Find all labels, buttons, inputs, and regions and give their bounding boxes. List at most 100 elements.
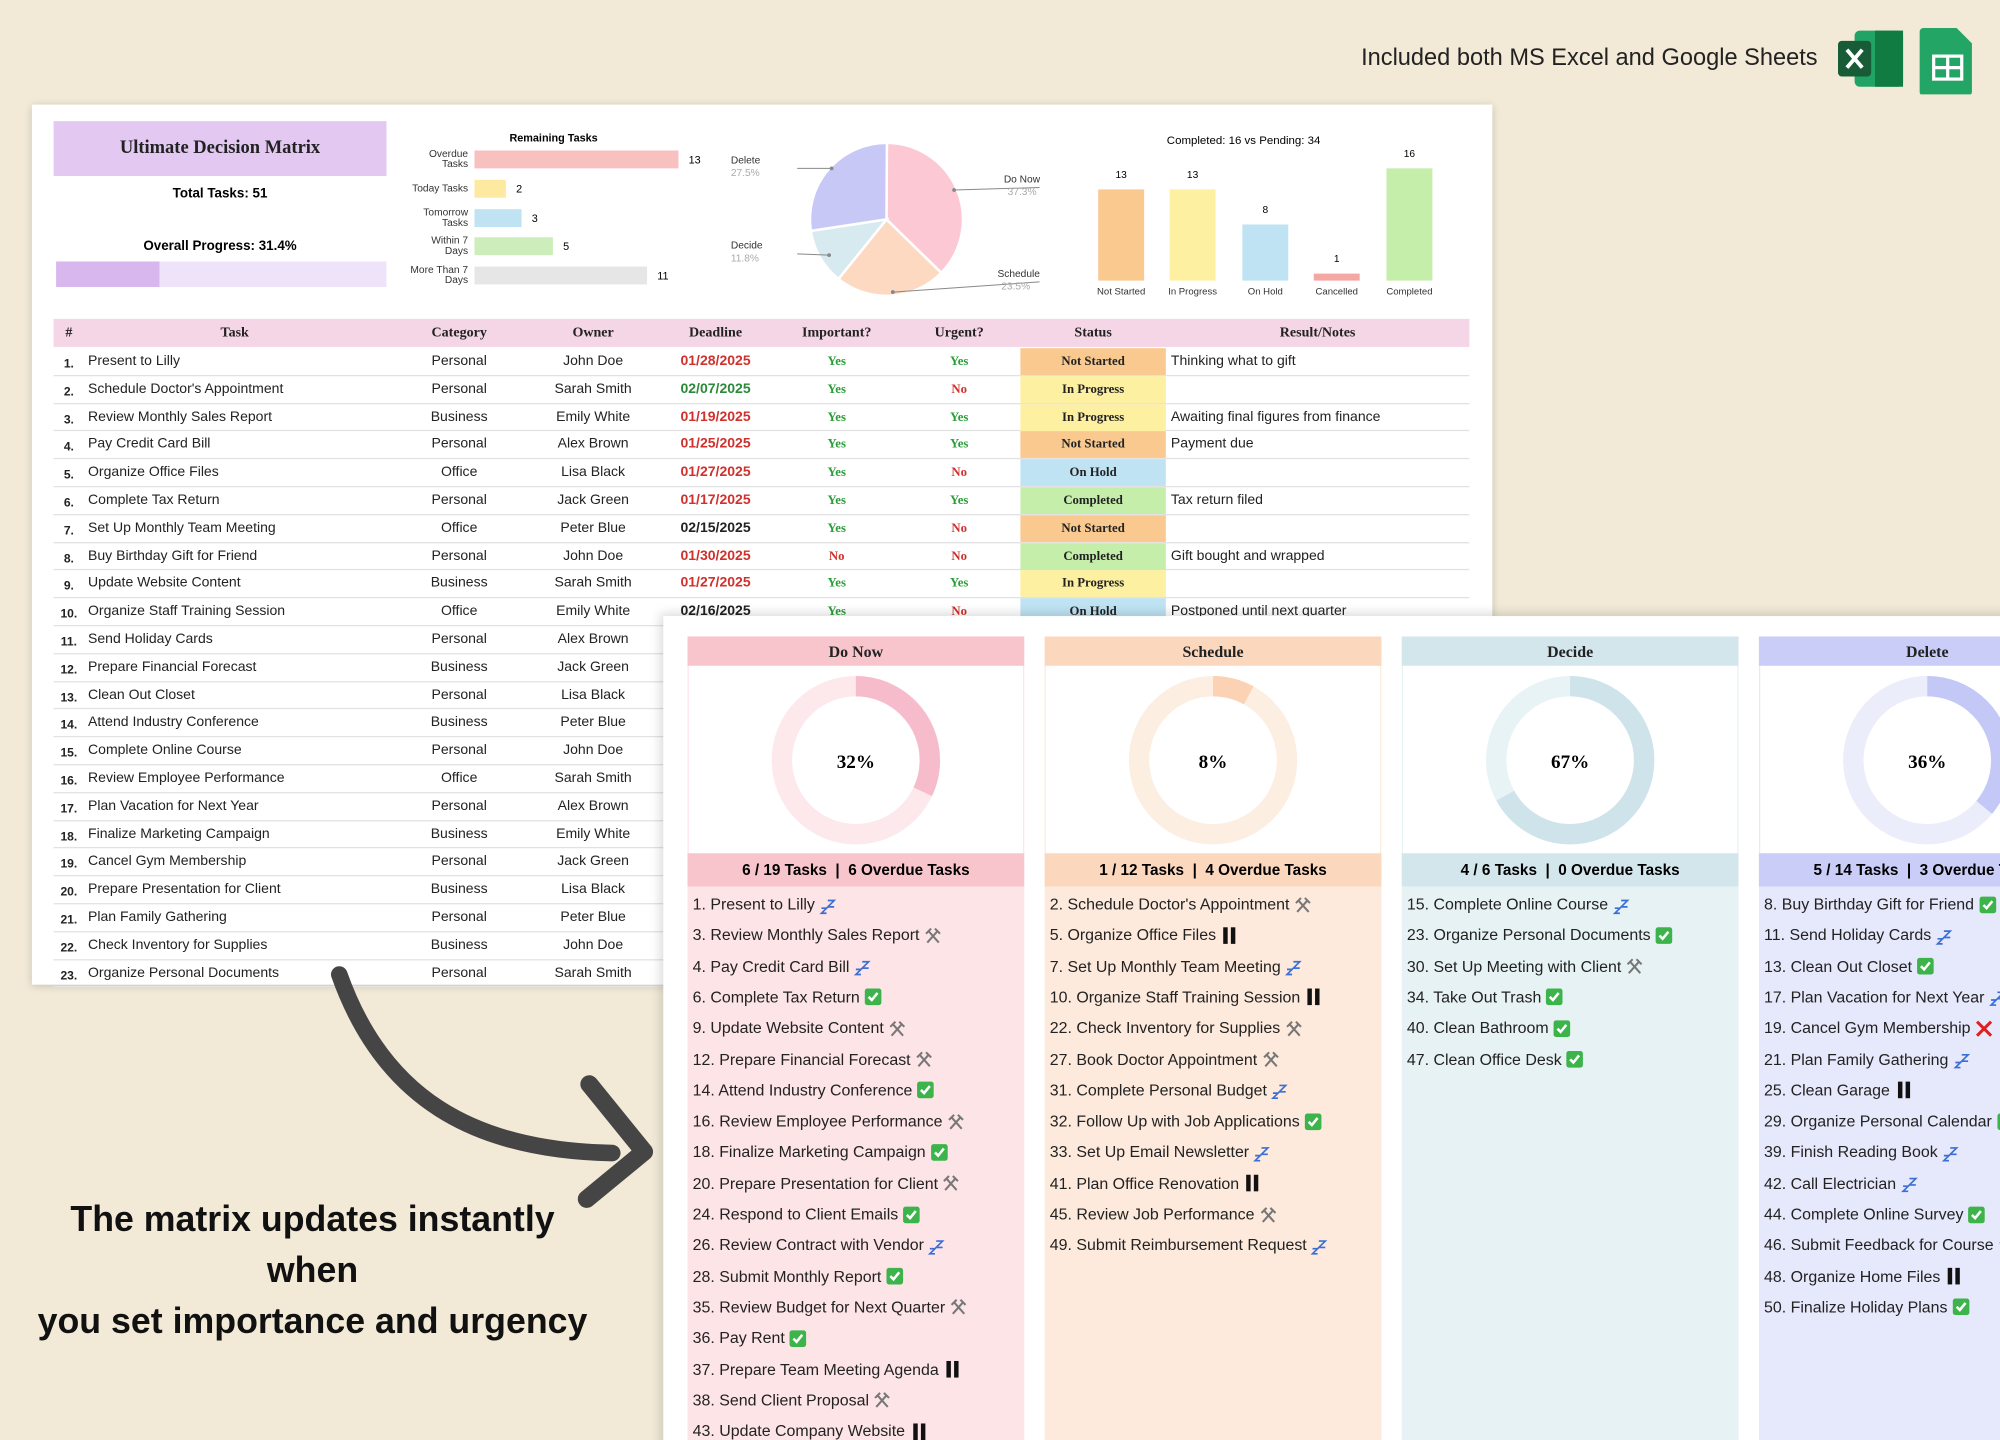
table-cell: 22. [60, 941, 78, 956]
table-cell: Personal [431, 353, 487, 369]
task-text: 8. Buy Birthday Gift for Friend [1764, 895, 1975, 914]
task-item: 6. Complete Tax Return [693, 985, 883, 1011]
status-icon [1968, 1205, 1986, 1223]
excel-icon-part [1874, 30, 1904, 87]
task-item: 41. Plan Office Renovation [1050, 1171, 1262, 1197]
donut-label: 8% [1199, 752, 1228, 773]
task-text: 35. Review Budget for Next Quarter [692, 1298, 946, 1317]
donut-label: 32% [837, 752, 875, 773]
table-cell: 21. [60, 913, 78, 928]
table-cell: 7. [63, 523, 74, 539]
table-cell: In Progress [1020, 570, 1166, 598]
task-text: 45. Review Job Performance [1049, 1205, 1255, 1224]
task-item: 30. Set Up Meeting with Client [1407, 954, 1644, 980]
table-cell: Alex Brown [557, 631, 629, 647]
task-text: 5. Organize Office Files [1049, 926, 1217, 945]
task-text: 49. Submit Reimbursement Request [1049, 1236, 1307, 1255]
table-cell: Tax return filed [1170, 492, 1263, 508]
task-text: 18. Finalize Marketing Campaign [692, 1143, 926, 1162]
task-item: 26. Review Contract with Vendor [693, 1233, 947, 1259]
table-cell: Business [430, 881, 488, 897]
task-text: 2. Schedule Doctor's Appointment [1049, 895, 1290, 914]
table-cell: No [951, 604, 967, 619]
table-cell: 01/19/2025 [680, 408, 751, 425]
task-item: 31. Complete Personal Budget [1050, 1078, 1290, 1104]
task-item: 37. Prepare Team Meeting Agenda [693, 1357, 962, 1383]
task-text: 32. Follow Up with Job Applications [1049, 1112, 1300, 1131]
table-cell: Personal [431, 798, 487, 814]
table-cell: 13. [60, 690, 78, 705]
table-cell: Alex Brown [557, 798, 629, 814]
table-cell: Yes [827, 410, 846, 425]
icon-part [948, 1113, 964, 1129]
table-cell: 19. [60, 857, 78, 872]
table-cell: Not Started [1020, 431, 1166, 459]
table-cell: Review Monthly Sales Report [88, 408, 273, 425]
category-text: Today Tasks [412, 182, 469, 194]
task-text: 39. Finish Reading Book [1764, 1143, 1938, 1162]
status-icon [1553, 1020, 1571, 1037]
status-icon [1917, 958, 1934, 975]
table-cell: Prepare Financial Forecast [88, 659, 257, 675]
table-cell: Sarah Smith [554, 770, 632, 786]
task-text: 13. Clean Out Closet [1764, 957, 1913, 976]
donut-box: 32% [688, 665, 1023, 854]
status-icon [1223, 927, 1236, 944]
table-cell: 8. [63, 551, 74, 566]
table-cell: Yes [949, 354, 969, 369]
app-icons [1838, 28, 1972, 95]
donut-box: 36% [1760, 665, 2000, 854]
table-cell: Update Website Content [88, 575, 241, 592]
table-cell: Personal [431, 686, 487, 703]
task-item: 17. Plan Vacation for Next Year [1764, 985, 2000, 1011]
table-cell: Personal [431, 631, 487, 647]
task-item: 7. Set Up Monthly Team Meeting [1050, 954, 1304, 980]
icon-part [1285, 961, 1302, 976]
status-icon [886, 1267, 904, 1285]
status-icon [889, 1020, 905, 1036]
table-cell: 12. [60, 663, 78, 678]
table-cell: Business [430, 714, 488, 731]
task-item: 48. Organize Home Files [1764, 1264, 1963, 1290]
status-icon [916, 1051, 932, 1068]
status-icon [917, 1082, 935, 1099]
table-cell: Completed [1020, 542, 1166, 570]
table-cell: Yes [827, 493, 846, 508]
task-item: 14. Attend Industry Conference [693, 1078, 936, 1104]
table-cell: 23. [60, 968, 78, 983]
table-cell: Plan Family Gathering [88, 909, 227, 925]
table-cell: Yes [827, 382, 846, 397]
task-text: 3. Review Monthly Sales Report [692, 926, 920, 945]
table-cell: 9. [63, 579, 74, 594]
quadrant-summary: 1 / 12 Tasks | 4 Overdue Tasks [1044, 853, 1382, 887]
task-text: 23. Organize Personal Documents [1406, 926, 1651, 945]
column-header: Owner [572, 325, 614, 341]
table-cell: In Progress [1020, 376, 1166, 403]
task-item: 32. Follow Up with Job Applications [1050, 1109, 1323, 1135]
category-label: More Than 7 Days [406, 261, 468, 289]
table-cell: Lisa Black [561, 686, 626, 703]
task-item: 45. Review Job Performance [1050, 1202, 1278, 1228]
table-cell: 02/07/2025 [680, 381, 751, 397]
table-cell: Office [440, 603, 478, 619]
quadrant-title: Do Now [687, 636, 1025, 666]
icon-part [920, 1085, 932, 1096]
icon-part [1569, 1054, 1581, 1065]
icon-part [1952, 1054, 1970, 1069]
task-text: 1. Present to Lilly [692, 895, 815, 914]
task-text: 38. Send Client Proposal [692, 1391, 869, 1410]
status-icon [1979, 896, 1996, 913]
row-divider [53, 430, 1470, 432]
quadrant-title: Schedule [1044, 636, 1382, 666]
table-cell: Sarah Smith [554, 381, 632, 397]
task-text: 44. Complete Online Survey [1764, 1205, 1964, 1224]
status-icon [1627, 958, 1643, 975]
icon-part [1253, 1146, 1271, 1162]
column-header: Result/Notes [1279, 325, 1356, 341]
task-item: 8. Buy Birthday Gift for Friend [1764, 892, 1997, 918]
icon-part [1549, 992, 1561, 1003]
table-cell: Office [440, 770, 478, 786]
status-icon [1304, 1113, 1322, 1130]
table-cell: Yes [827, 521, 846, 536]
table-cell: 20. [60, 885, 78, 900]
